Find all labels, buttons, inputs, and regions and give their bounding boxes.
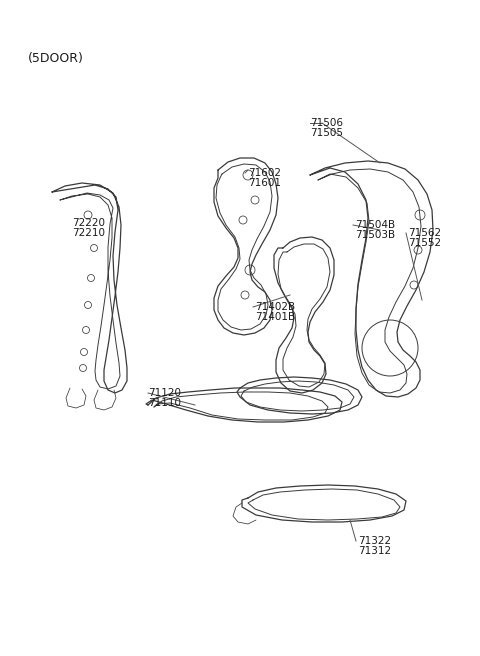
Text: 71602: 71602 <box>248 168 281 178</box>
Text: 71312: 71312 <box>358 546 391 556</box>
Text: 71601: 71601 <box>248 178 281 188</box>
Text: 71505: 71505 <box>310 128 343 138</box>
Text: 71562: 71562 <box>408 228 441 238</box>
Text: 71110: 71110 <box>148 398 181 408</box>
Text: 72210: 72210 <box>72 228 105 238</box>
Text: 71552: 71552 <box>408 238 441 248</box>
Text: 71504B: 71504B <box>355 220 395 230</box>
Text: 71402B: 71402B <box>255 302 295 312</box>
Text: 71120: 71120 <box>148 388 181 398</box>
Text: 71322: 71322 <box>358 536 391 546</box>
Text: 71503B: 71503B <box>355 230 395 240</box>
Text: 72220: 72220 <box>72 218 105 228</box>
Text: (5DOOR): (5DOOR) <box>28 52 84 65</box>
Text: 71401B: 71401B <box>255 312 295 322</box>
Text: 71506: 71506 <box>310 118 343 128</box>
